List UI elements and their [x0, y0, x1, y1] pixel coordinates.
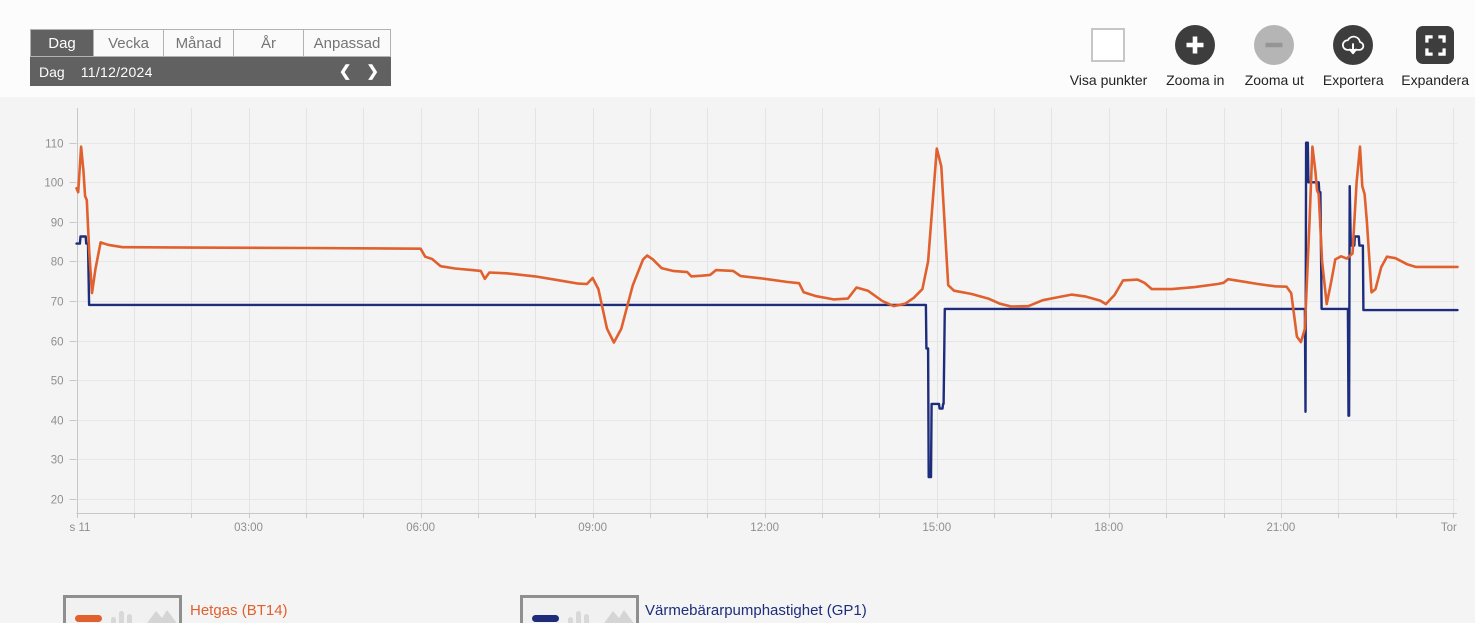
series-line-gp1 — [75, 141, 1459, 479]
legend-item-varmebararpumphastighet[interactable] — [520, 595, 639, 623]
legend-label-varmebararpumphastighet: Värmebärarpumphastighet (GP1) — [645, 602, 867, 619]
expand-fullscreen-icon[interactable] — [1416, 26, 1455, 64]
series-line-bt14 — [75, 145, 1459, 344]
period-tab-bar: Dag Vecka Månad År Anpassad — [30, 29, 391, 57]
svg-text:12:00: 12:00 — [750, 522, 779, 534]
bar-chart-icon — [568, 611, 589, 623]
top-bar: Dag Vecka Månad År Anpassad Dag 11/12/20… — [0, 0, 1475, 97]
svg-text:21:00: 21:00 — [1266, 522, 1295, 534]
export-button[interactable]: Exportera — [1322, 25, 1384, 88]
show-points-label: Visa punkter — [1069, 72, 1148, 88]
date-navigation-bar: Dag 11/12/2024 ❮ ❯ — [30, 57, 391, 86]
zoom-in-button[interactable]: Zooma in — [1164, 25, 1226, 88]
zoom-in-icon[interactable] — [1175, 25, 1216, 65]
area-chart-icon — [604, 610, 634, 623]
svg-text:30: 30 — [51, 455, 64, 467]
current-date: 11/12/2024 — [80, 63, 153, 80]
svg-text:18:00: 18:00 — [1094, 522, 1123, 534]
tab-manad[interactable]: Månad — [163, 30, 233, 56]
zoom-in-label: Zooma in — [1166, 72, 1225, 88]
zoom-out-icon[interactable] — [1254, 25, 1295, 65]
svg-text:70: 70 — [51, 297, 64, 309]
bar-chart-icon — [111, 611, 132, 623]
expand-label: Expandera — [1401, 72, 1469, 88]
svg-text:50: 50 — [51, 376, 64, 388]
chart-region: 20 30 40 50 60 70 80 90 100 110 s 11 03:00 06:00 09:0… — [0, 97, 1475, 623]
export-cloud-download-icon[interactable] — [1333, 25, 1374, 65]
svg-text:03:00: 03:00 — [234, 522, 263, 534]
svg-text:Tor: Tor — [1441, 522, 1457, 534]
legend-item-hetgas[interactable] — [63, 595, 182, 623]
svg-text:20: 20 — [51, 495, 64, 507]
svg-text:110: 110 — [45, 139, 63, 151]
expand-button[interactable]: Expandera — [1401, 25, 1469, 88]
period-control: Dag Vecka Månad År Anpassad Dag 11/12/20… — [30, 29, 391, 86]
svg-text:06:00: 06:00 — [406, 522, 435, 534]
svg-text:15:00: 15:00 — [922, 522, 951, 534]
export-label: Exportera — [1322, 72, 1384, 88]
zoom-out-label: Zooma ut — [1244, 72, 1304, 88]
show-points-checkbox[interactable] — [1091, 28, 1126, 62]
svg-text:60: 60 — [51, 337, 64, 349]
chart-toolbar: Visa punkter Zooma in — [1070, 25, 1469, 88]
show-points-toggle[interactable]: Visa punkter — [1069, 25, 1148, 88]
date-nav-arrows: ❮ ❯ — [339, 64, 379, 79]
hetgas-line-swatch — [75, 614, 102, 622]
next-day-button[interactable]: ❯ — [366, 63, 379, 80]
tab-anpassad[interactable]: Anpassad — [303, 30, 390, 56]
svg-text:s 11: s 11 — [70, 522, 91, 534]
gp1-line-swatch — [532, 614, 559, 622]
date-mode-label: Dag — [39, 63, 65, 80]
tab-vecka[interactable]: Vecka — [93, 30, 163, 56]
tab-dag[interactable]: Dag — [31, 30, 93, 56]
zoom-out-button[interactable]: Zooma ut — [1243, 25, 1305, 88]
svg-text:100: 100 — [44, 178, 63, 190]
svg-text:09:00: 09:00 — [578, 522, 607, 534]
tab-ar[interactable]: År — [233, 30, 303, 56]
svg-text:40: 40 — [51, 416, 64, 428]
legend-label-hetgas: Hetgas (BT14) — [190, 602, 288, 619]
area-chart-icon — [147, 610, 177, 623]
previous-day-button[interactable]: ❮ — [338, 63, 352, 80]
svg-text:80: 80 — [51, 257, 64, 269]
svg-text:90: 90 — [51, 218, 64, 230]
chart-canvas[interactable]: 20 30 40 50 60 70 80 90 100 110 s 11 03:00 06:00 09:0… — [0, 97, 1475, 623]
